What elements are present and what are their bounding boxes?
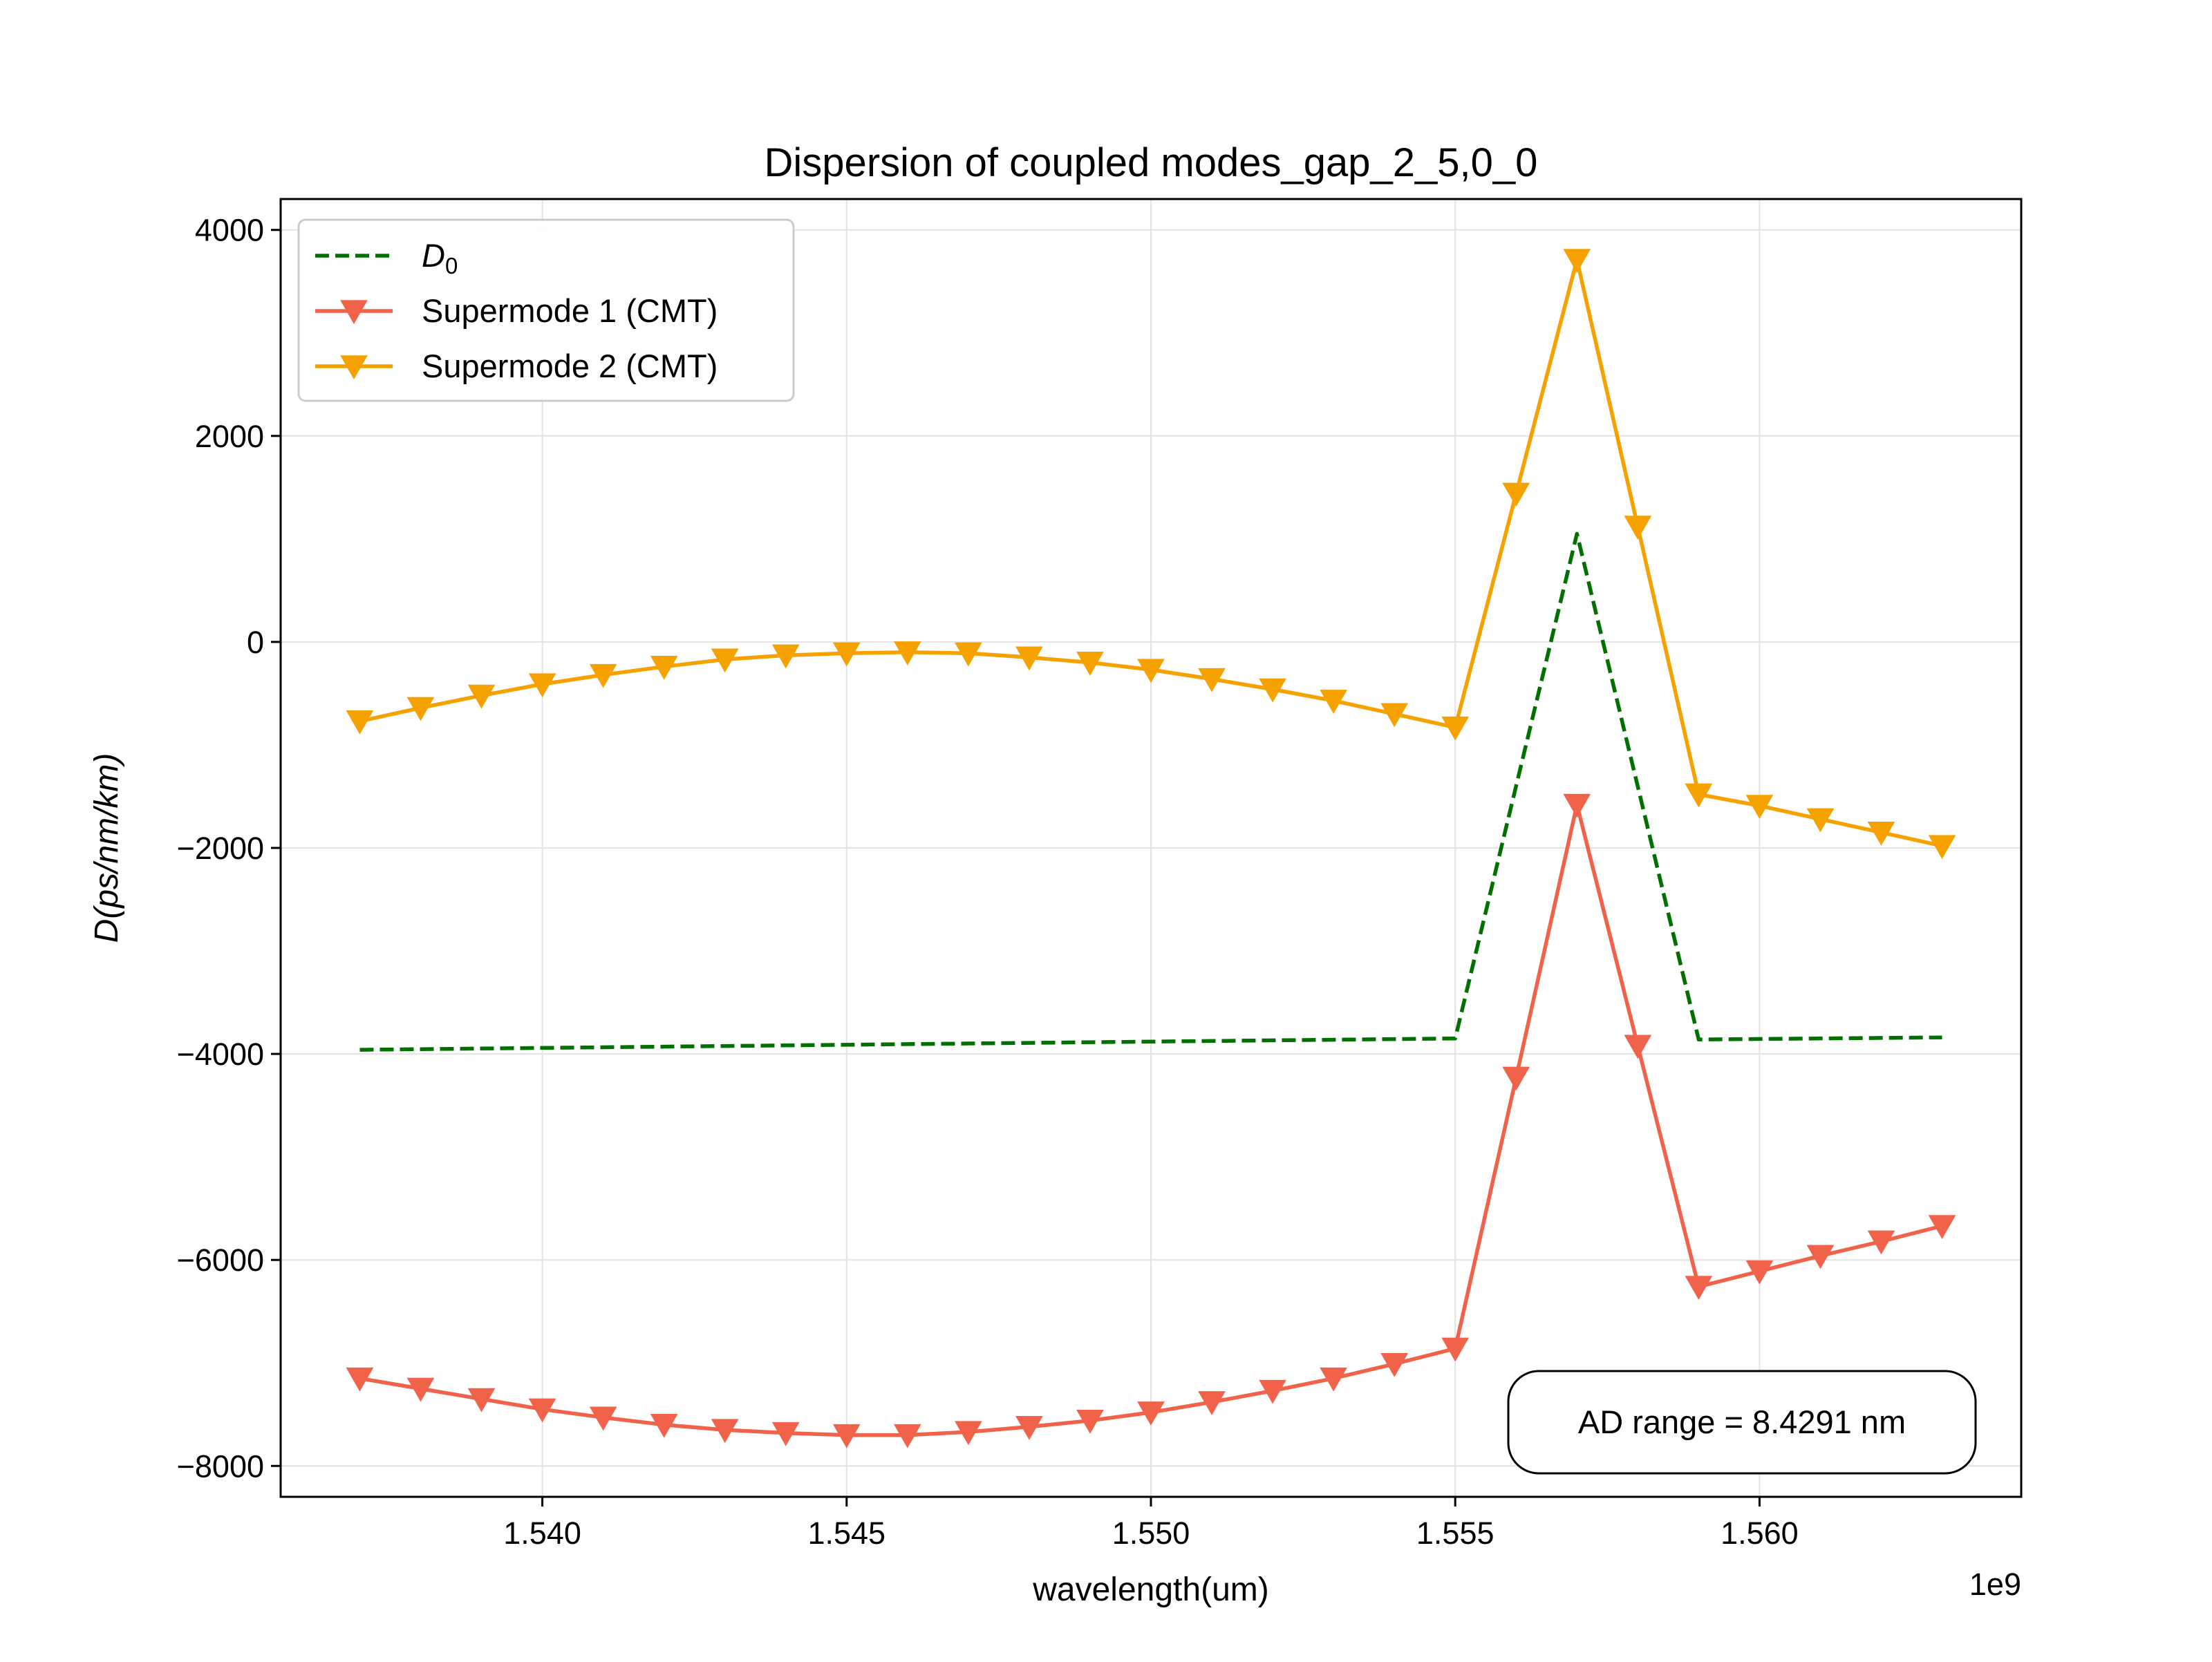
legend-label: Supermode 1 (CMT): [422, 292, 718, 329]
ticks: 1.540 1.545 1.550 1.555 1.560 −8000 −6000 −4000…: [177, 213, 1799, 1551]
series-2-marker: [1624, 1035, 1652, 1059]
series-2-marker: [1320, 1367, 1347, 1392]
series-3-marker: [1137, 659, 1165, 683]
series-2-marker: [406, 1377, 435, 1402]
series-3-marker: [1806, 808, 1835, 833]
series-3-marker: [1624, 516, 1652, 540]
series-2-marker: [650, 1413, 678, 1438]
series-2-marker: [1563, 793, 1591, 818]
series-3-marker: [771, 644, 800, 669]
series-3-marker: [1867, 821, 1895, 846]
legend-marker: [340, 355, 368, 380]
legend-marker: [340, 300, 368, 325]
series-2-marker: [1745, 1260, 1774, 1285]
series-2-marker: [1685, 1276, 1713, 1301]
series-2-marker: [1806, 1245, 1835, 1269]
y-tick-label: 4000: [195, 213, 264, 248]
series-2-marker: [1198, 1391, 1226, 1415]
x-axis-offset-label: 1e9: [1969, 1567, 2021, 1602]
series-3-marker: [346, 710, 374, 735]
x-tick-label: 1.560: [1721, 1515, 1799, 1551]
legend-label: D0: [422, 237, 458, 278]
series-2-marker: [467, 1388, 496, 1413]
series-2-marker: [1502, 1066, 1530, 1091]
x-tick-label: 1.550: [1112, 1515, 1190, 1551]
series-3-marker: [1320, 690, 1347, 714]
series-2-marker: [771, 1422, 800, 1446]
series-3-marker: [893, 641, 921, 665]
series-layer: [346, 249, 1956, 1448]
series-3-marker: [1563, 249, 1591, 273]
series-2-marker: [893, 1424, 921, 1448]
series-2-marker: [1380, 1353, 1409, 1377]
series-2-marker: [1441, 1337, 1470, 1362]
series-2-marker: [832, 1424, 861, 1448]
series-3-marker: [589, 663, 617, 688]
series-2-marker: [528, 1398, 556, 1423]
legend-label: Supermode 2 (CMT): [422, 348, 718, 384]
series-2-marker: [346, 1367, 374, 1392]
x-tick-label: 1.540: [503, 1515, 581, 1551]
legend-box: [297, 218, 795, 402]
series-2-marker: [1015, 1415, 1043, 1440]
series-3-marker: [1015, 646, 1043, 671]
series-2-marker: [1259, 1379, 1286, 1404]
series-line-1: [359, 531, 1942, 1052]
series-2-marker: [589, 1406, 617, 1431]
annotation-text: AD range = 8.4291 nm: [1578, 1404, 1906, 1440]
chart-title: Dispersion of coupled modes_gap_2_5,0_0: [765, 140, 1538, 185]
series-2-marker: [955, 1421, 982, 1446]
series-2-marker: [1076, 1410, 1104, 1434]
series-3-marker: [1198, 668, 1226, 692]
y-tick-label: −2000: [177, 831, 264, 866]
y-tick-label: −8000: [177, 1448, 264, 1484]
grid: [281, 199, 2021, 1497]
series-3-marker: [406, 697, 435, 721]
annotation: AD range = 8.4291 nm: [1507, 1370, 1977, 1475]
series-3-marker: [528, 673, 556, 698]
legend: D0 Supermode 1 (CMT) Supermode 2 (CMT): [297, 218, 795, 402]
series-3-marker: [1259, 678, 1286, 703]
series-3-marker: [1380, 703, 1409, 728]
y-tick-label: 0: [247, 625, 264, 660]
x-tick-label: 1.555: [1416, 1515, 1494, 1551]
series-3-marker: [832, 642, 861, 667]
series-3-marker: [1441, 716, 1470, 741]
x-axis-label: wavelength(um): [1032, 1571, 1268, 1608]
y-tick-label: 2000: [195, 419, 264, 454]
series-3-marker: [1502, 482, 1530, 507]
x-tick-label: 1.545: [807, 1515, 885, 1551]
series-2-marker: [1137, 1401, 1165, 1426]
series-2-marker: [711, 1419, 739, 1444]
annotation-box: [1507, 1370, 1977, 1475]
series-3-marker: [1928, 835, 1956, 860]
y-tick-label: −4000: [177, 1037, 264, 1072]
series-2-marker: [1928, 1215, 1956, 1240]
y-axis-label: D(ps/nm/km): [88, 753, 125, 943]
series-3-marker: [467, 684, 496, 709]
series-3-marker: [1745, 795, 1774, 819]
series-3-marker: [1685, 783, 1713, 808]
series-3-marker: [650, 655, 678, 680]
y-tick-label: −6000: [177, 1243, 264, 1278]
series-3-marker: [1076, 652, 1104, 676]
series-3-marker: [711, 648, 739, 673]
series-2-marker: [1867, 1230, 1895, 1255]
series-3-marker: [955, 642, 982, 667]
